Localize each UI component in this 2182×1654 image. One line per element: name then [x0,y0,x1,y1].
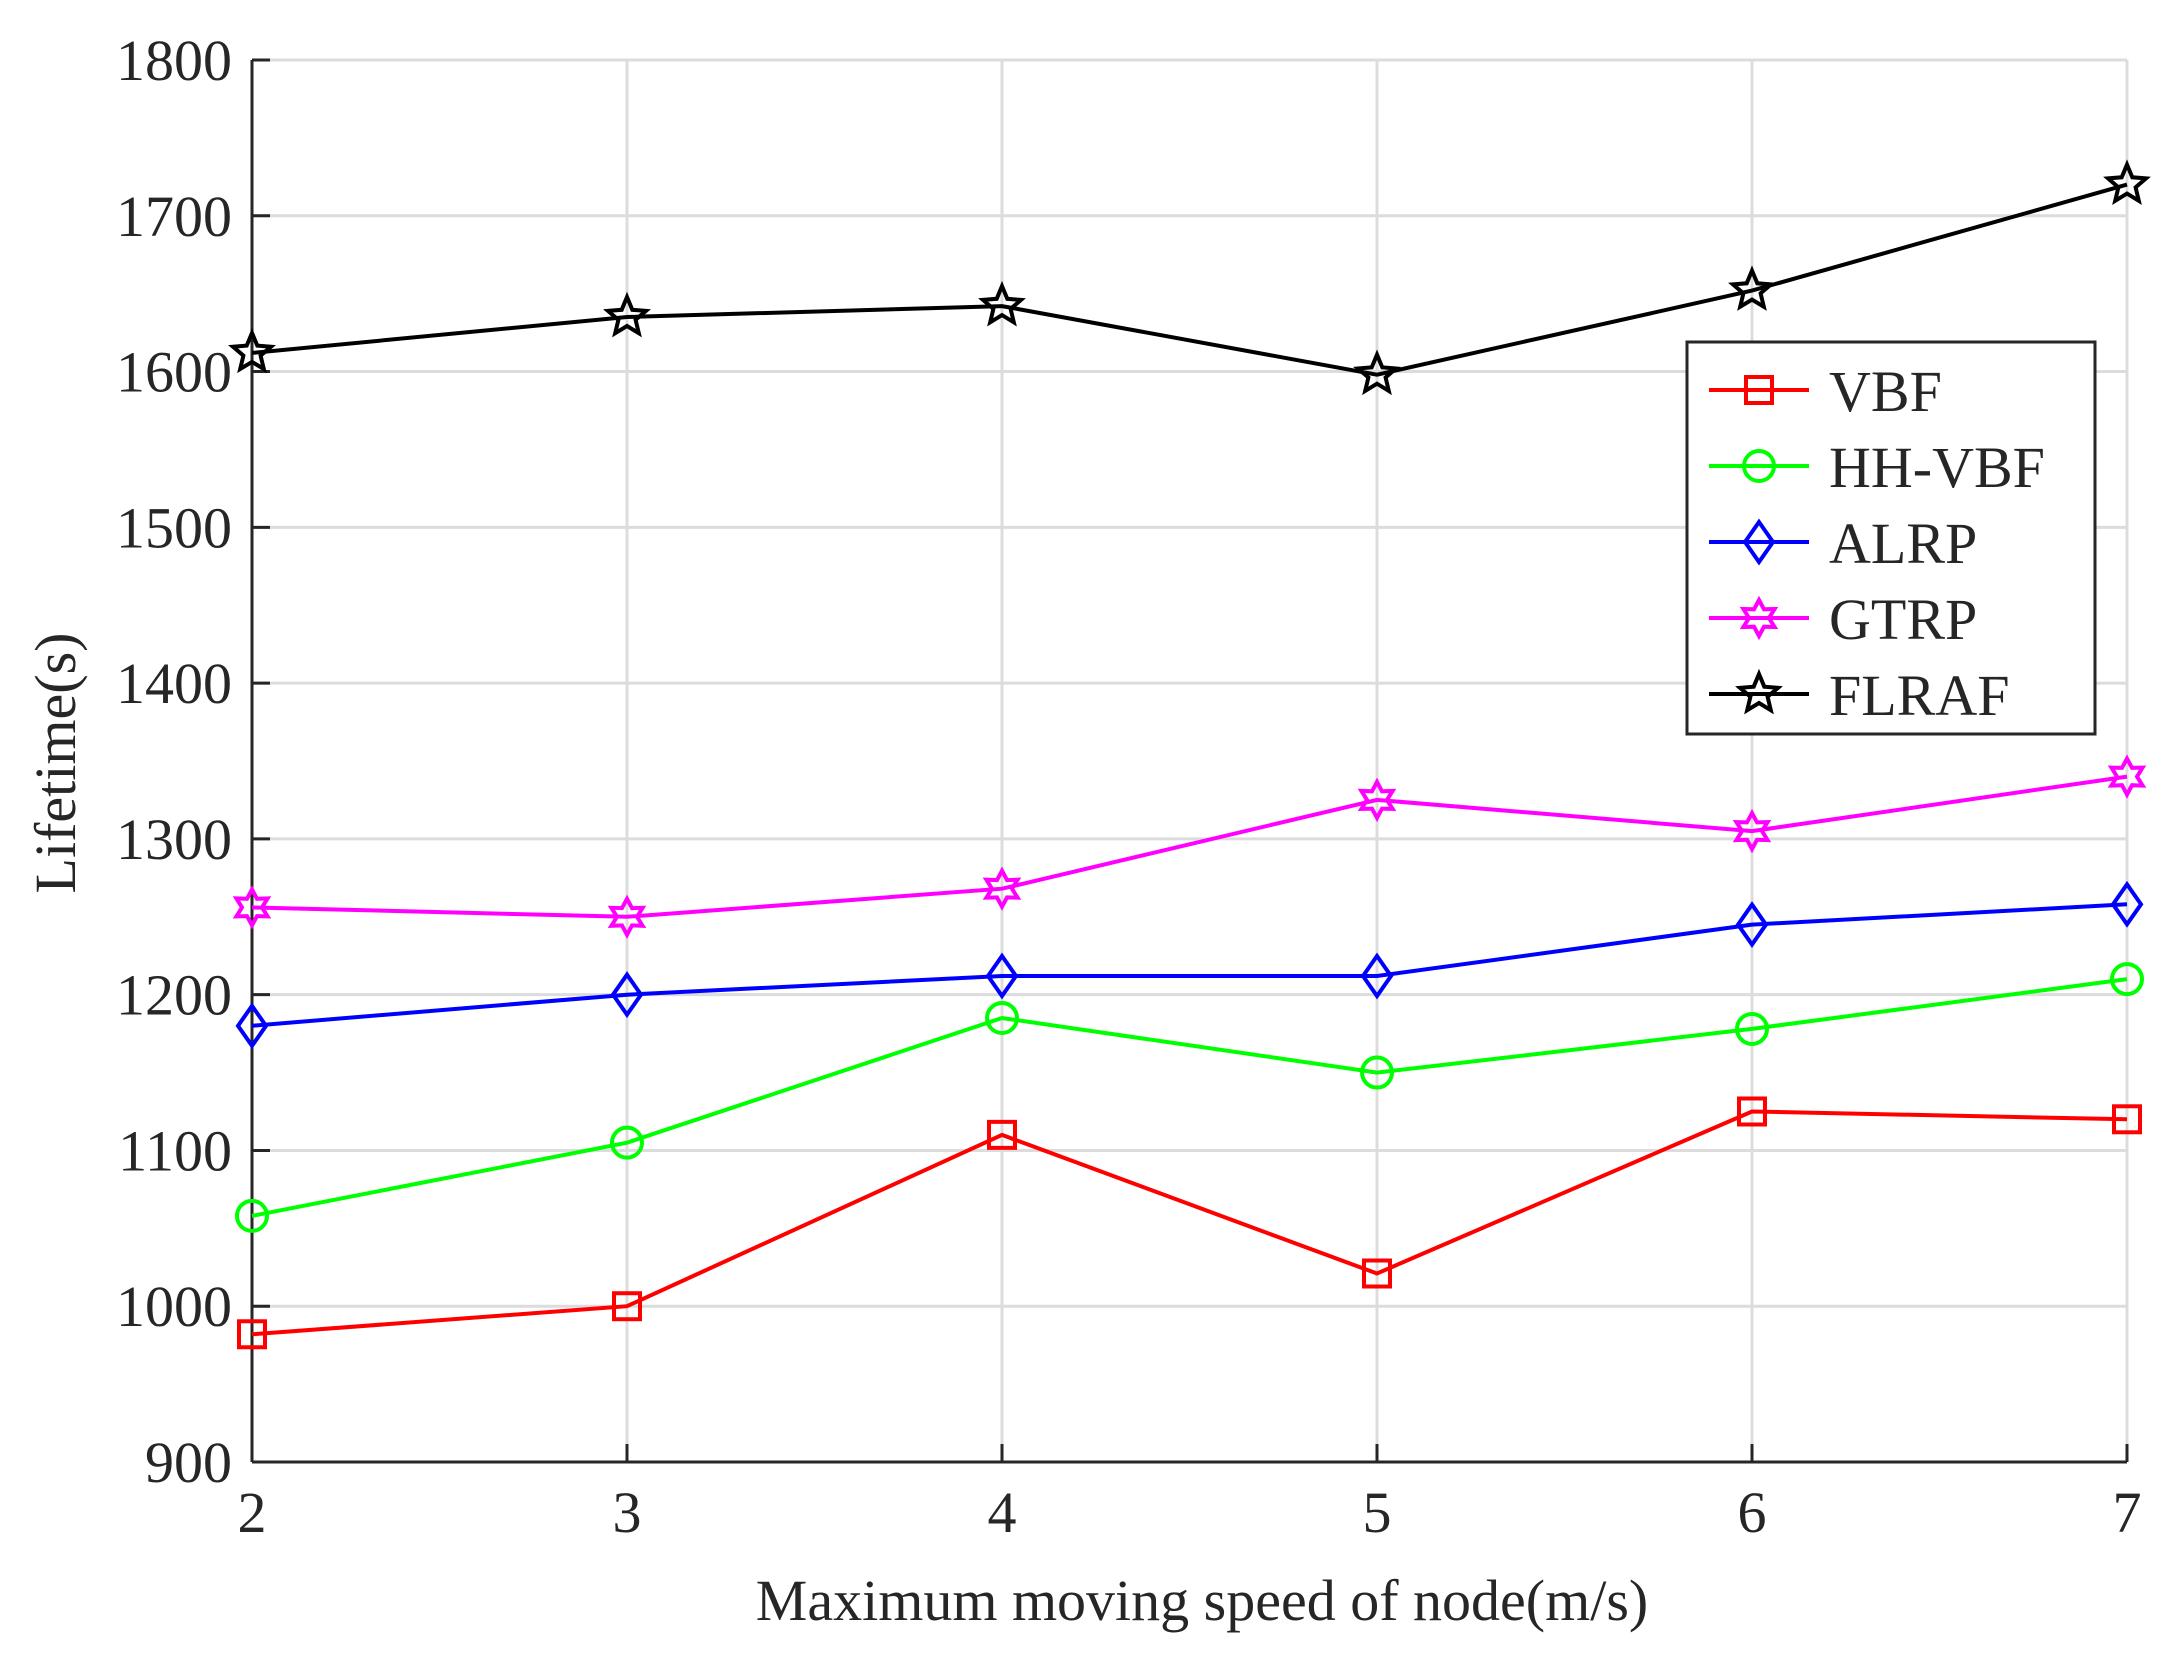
x-tick-label: 7 [2113,1480,2142,1545]
series-line-hh-vbf [251,977,2128,1218]
legend-label: HH-VBF [1829,435,2045,500]
data-point-flraf [228,327,276,374]
data-point-vbf [1737,1096,1767,1127]
data-point-alrp [610,971,644,1019]
x-tick-label: 4 [988,1480,1017,1545]
data-point-hh-vbf [1360,1055,1394,1090]
series-line-flraf [251,182,2128,377]
series-flraf [228,159,2151,396]
data-point-vbf [612,1291,642,1322]
series [228,159,2151,1350]
tick-labels: 2 3 4 5 6 7 900 1000 1100 1200 1300 1400 1500 1600 170… [116,28,2142,1545]
data-point-vbf [1362,1258,1392,1289]
data-point-gtrp [232,885,272,930]
data-point-hh-vbf [1735,1011,1769,1046]
x-tick-label: 2 [238,1480,267,1545]
legend-item-gtrp: GTRP [1709,587,1977,652]
series-line-alrp [251,902,2128,1028]
series-gtrp [232,754,2147,940]
x-tick-label: 6 [1738,1480,1767,1545]
data-point-vbf [237,1319,267,1350]
data-point-gtrp [1732,808,1772,854]
y-tick-label: 1800 [116,28,232,93]
series-vbf [237,1096,2142,1350]
series-hh-vbf [235,962,2144,1233]
legend-marker [1742,518,1776,566]
data-point-hh-vbf [235,1198,269,1233]
legend-marker [1742,449,1776,483]
data-point-gtrp [1357,777,1397,823]
x-tick-label: 5 [1363,1480,1392,1545]
x-axis-label: Maximum moving speed of node(m/s) [756,1568,1648,1633]
y-tick-label: 1500 [116,495,232,560]
data-point-gtrp [982,866,1022,911]
legend: VBF HH-VBF ALRP GTRP FLRAF [1685,340,2097,736]
x-tick-label: 3 [613,1480,642,1545]
axes [250,58,2129,1464]
data-point-hh-vbf [610,1125,644,1160]
data-point-gtrp [2107,754,2147,799]
data-point-hh-vbf [985,1001,1019,1036]
data-point-flraf [1353,349,1401,396]
legend-marker [1739,595,1779,641]
legend-item-hh-vbf: HH-VBF [1709,435,2045,500]
data-point-flraf [978,280,1026,327]
legend-item-flraf: FLRAF [1709,663,2010,728]
legend-marker [1744,375,1774,405]
legend-marker [1735,668,1783,715]
data-point-gtrp [607,894,647,940]
legend-item-vbf: VBF [1709,359,1942,424]
data-point-alrp [985,952,1019,1000]
data-point-alrp [235,1002,269,1050]
data-point-vbf [987,1119,1017,1150]
legend-label: ALRP [1829,511,1977,576]
y-tick-label: 1700 [116,184,232,249]
legend-box [1685,340,2097,736]
legend-item-alrp: ALRP [1709,511,1977,576]
data-point-vbf [2112,1104,2142,1135]
data-point-hh-vbf [2110,962,2144,997]
y-tick-label: 1200 [116,963,232,1028]
data-point-flraf [2103,159,2151,206]
y-axis-label: Lifetime(s) [23,633,88,894]
series-line-vbf [251,1109,2128,1337]
y-tick-label: 1400 [116,651,232,716]
legend-label: GTRP [1829,587,1977,652]
y-tick-label: 1600 [116,340,232,405]
data-point-alrp [1735,901,1769,949]
y-tick-label: 1300 [116,807,232,872]
data-point-flraf [603,291,651,338]
grid [250,58,2129,1464]
data-point-alrp [1360,952,1394,1000]
y-tick-label: 900 [145,1430,232,1495]
y-tick-label: 1100 [118,1118,232,1183]
series-alrp [235,880,2144,1050]
y-tick-label: 1000 [116,1274,232,1339]
data-point-flraf [1728,265,1776,311]
data-point-alrp [2110,880,2144,928]
legend-label: FLRAF [1829,663,2010,728]
series-line-gtrp [251,774,2128,919]
legend-label: VBF [1829,359,1942,424]
